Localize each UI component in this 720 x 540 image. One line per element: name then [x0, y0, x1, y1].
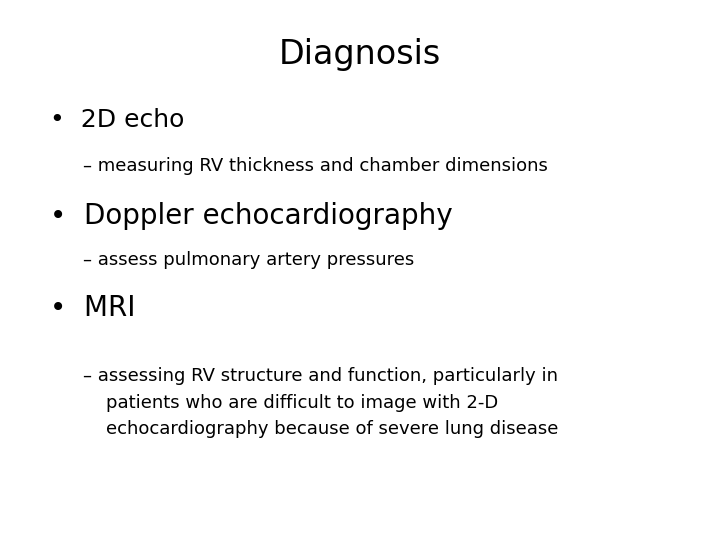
- Text: – assessing RV structure and function, particularly in
    patients who are diff: – assessing RV structure and function, p…: [83, 367, 558, 438]
- Text: •  Doppler echocardiography: • Doppler echocardiography: [50, 202, 453, 231]
- Text: •  2D echo: • 2D echo: [50, 108, 185, 132]
- Text: Diagnosis: Diagnosis: [279, 38, 441, 71]
- Text: – measuring RV thickness and chamber dimensions: – measuring RV thickness and chamber dim…: [83, 157, 548, 174]
- Text: – assess pulmonary artery pressures: – assess pulmonary artery pressures: [83, 251, 414, 269]
- Text: •  MRI: • MRI: [50, 294, 136, 322]
